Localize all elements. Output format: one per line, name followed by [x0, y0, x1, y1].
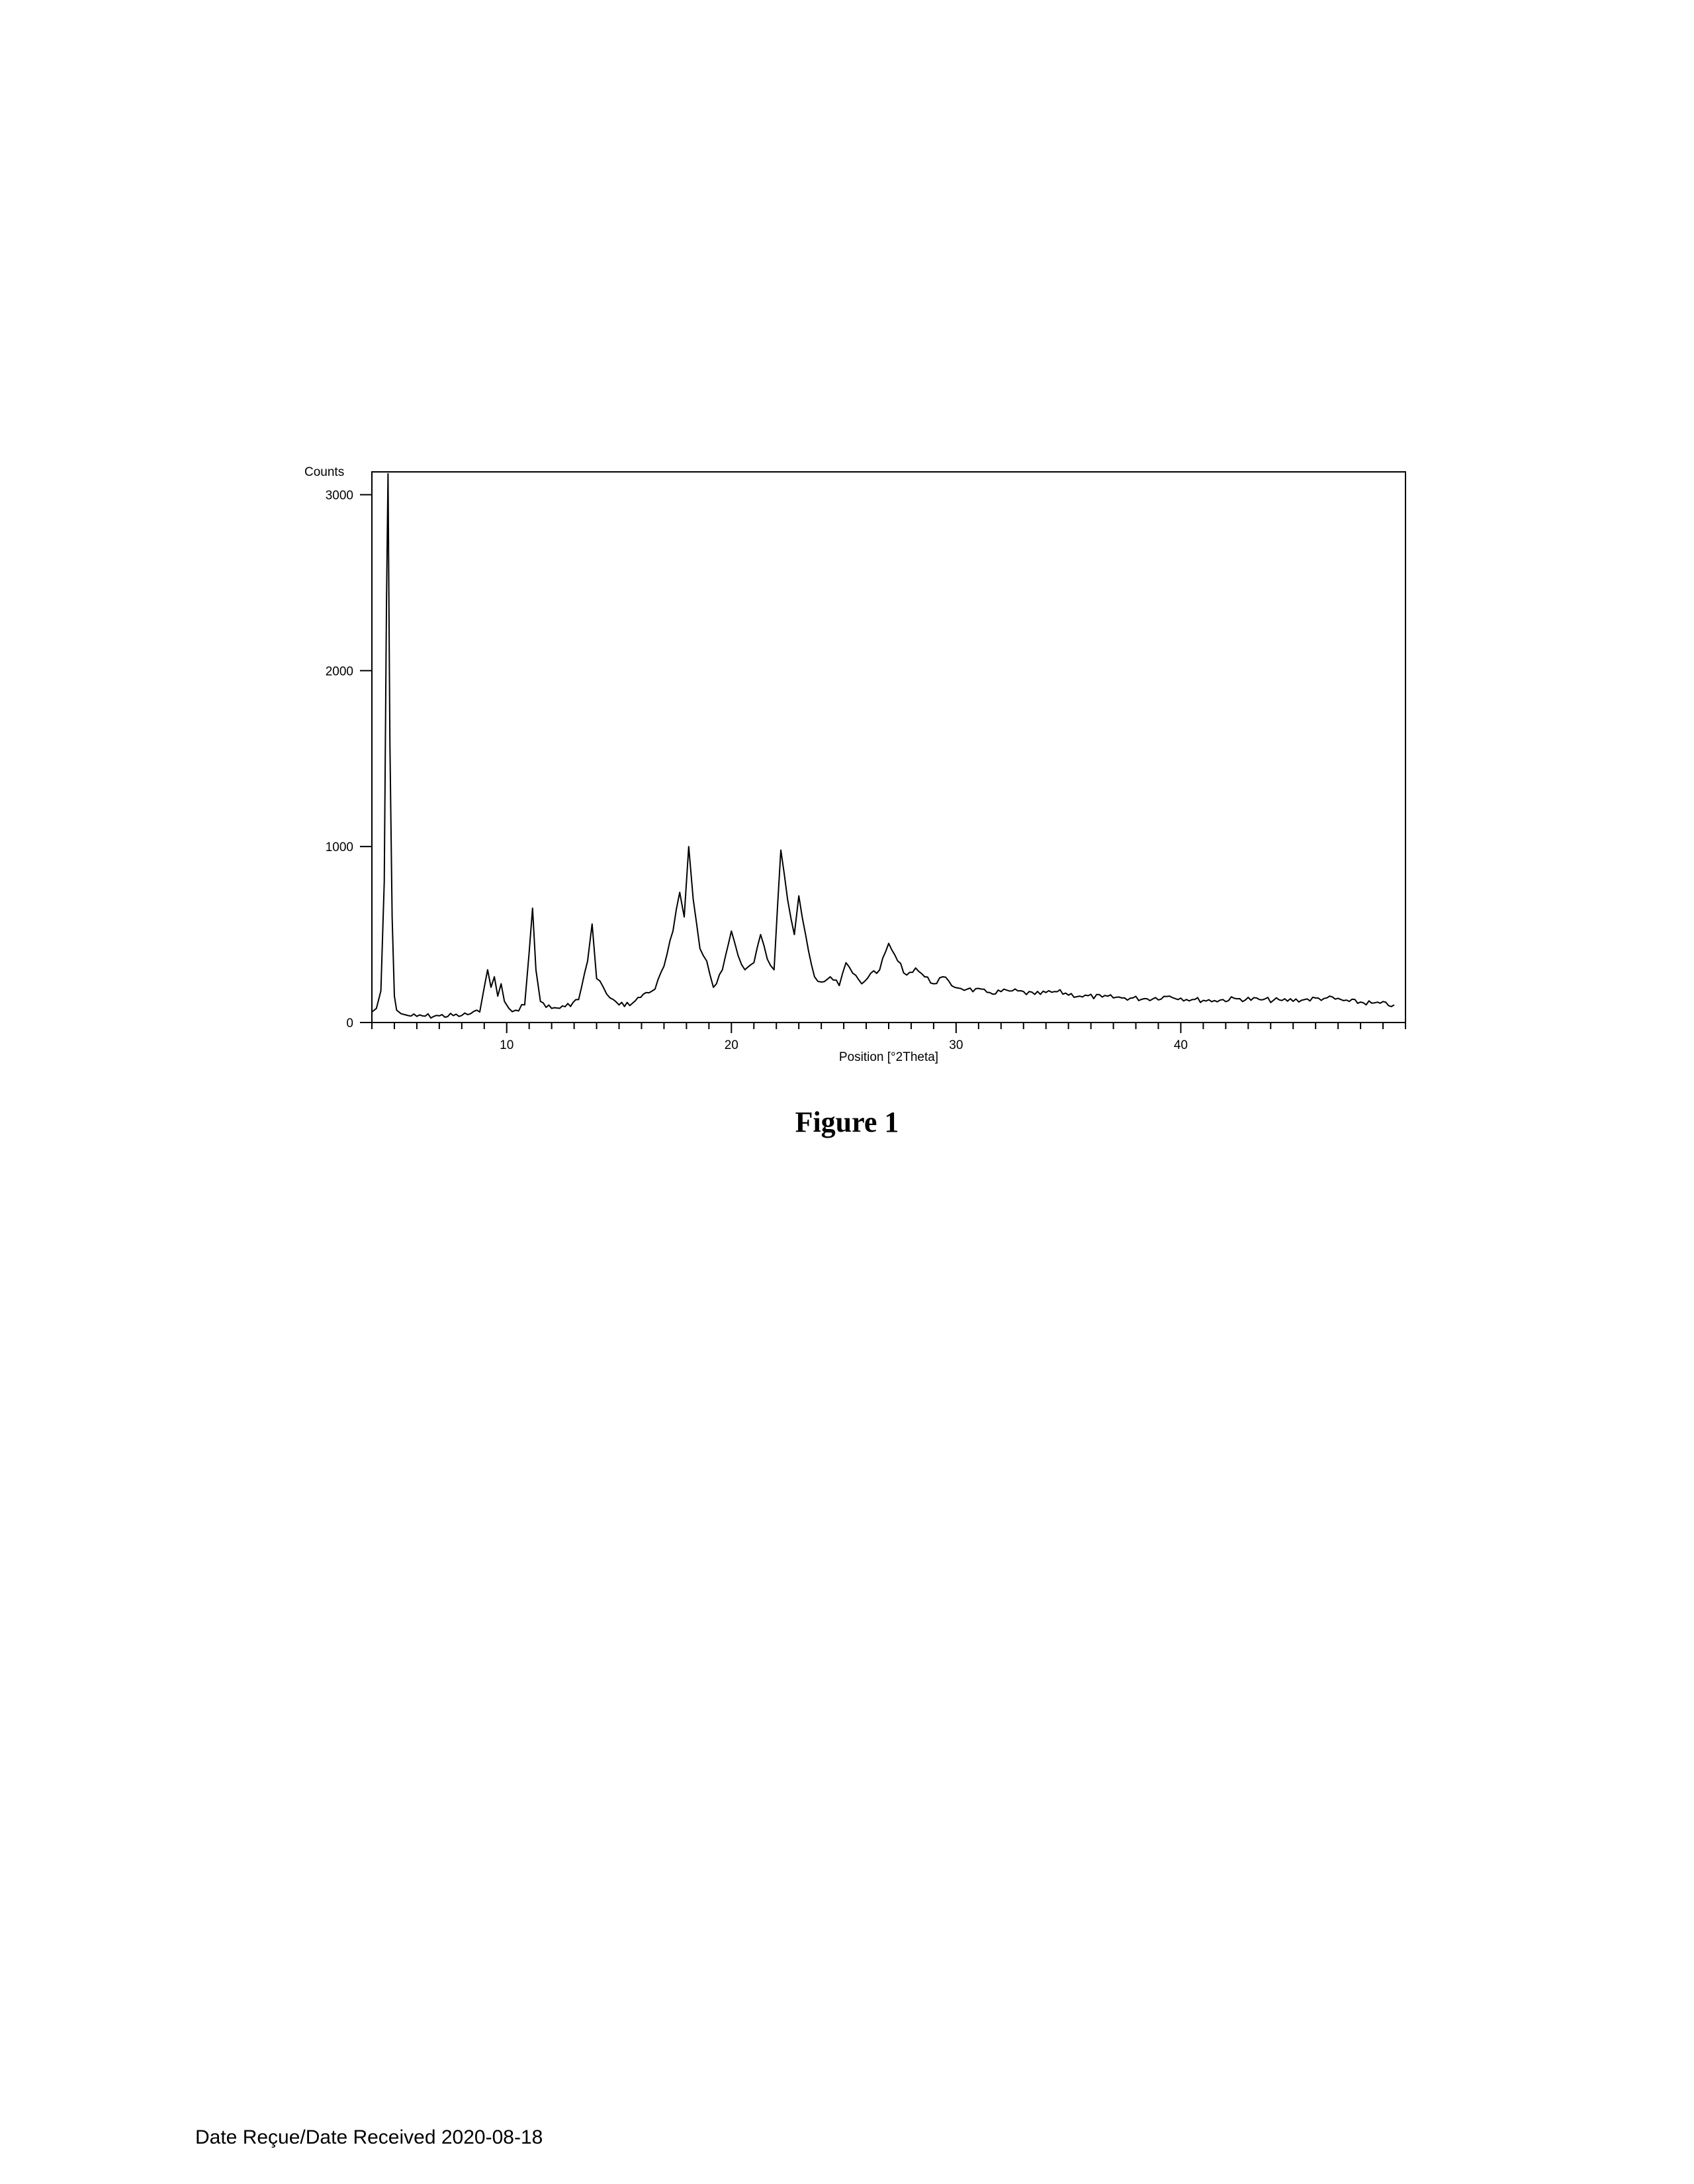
y-axis-label: Counts — [304, 465, 344, 479]
y-tick-label: 1000 — [326, 841, 353, 854]
xrd-chart-area: 0 1000 2000 3000 10 20 30 40 Counts Position [… — [0, 0, 1694, 1165]
figure-caption: Figure 1 — [0, 1105, 1694, 1139]
x-tick-label: 20 — [725, 1038, 738, 1052]
xrd-pattern-chart: 0 1000 2000 3000 10 20 30 40 Counts Position [… — [0, 0, 1694, 1165]
x-tick-label: 40 — [1174, 1038, 1188, 1052]
y-tick-labels: 0 1000 2000 3000 — [326, 489, 353, 1030]
x-tick-label: 30 — [949, 1038, 963, 1052]
y-tick-label: 0 — [346, 1017, 353, 1030]
x-axis-label: Position [°2Theta] — [839, 1050, 938, 1064]
axis-ticks — [360, 495, 1405, 1033]
plot-frame — [372, 472, 1405, 1023]
date-received-footer: Date Reçue/Date Received 2020-08-18 — [195, 2126, 543, 2149]
diffraction-series-line — [372, 474, 1394, 1018]
y-tick-label: 3000 — [326, 489, 353, 503]
y-tick-label: 2000 — [326, 664, 353, 678]
x-tick-label: 10 — [500, 1038, 513, 1052]
